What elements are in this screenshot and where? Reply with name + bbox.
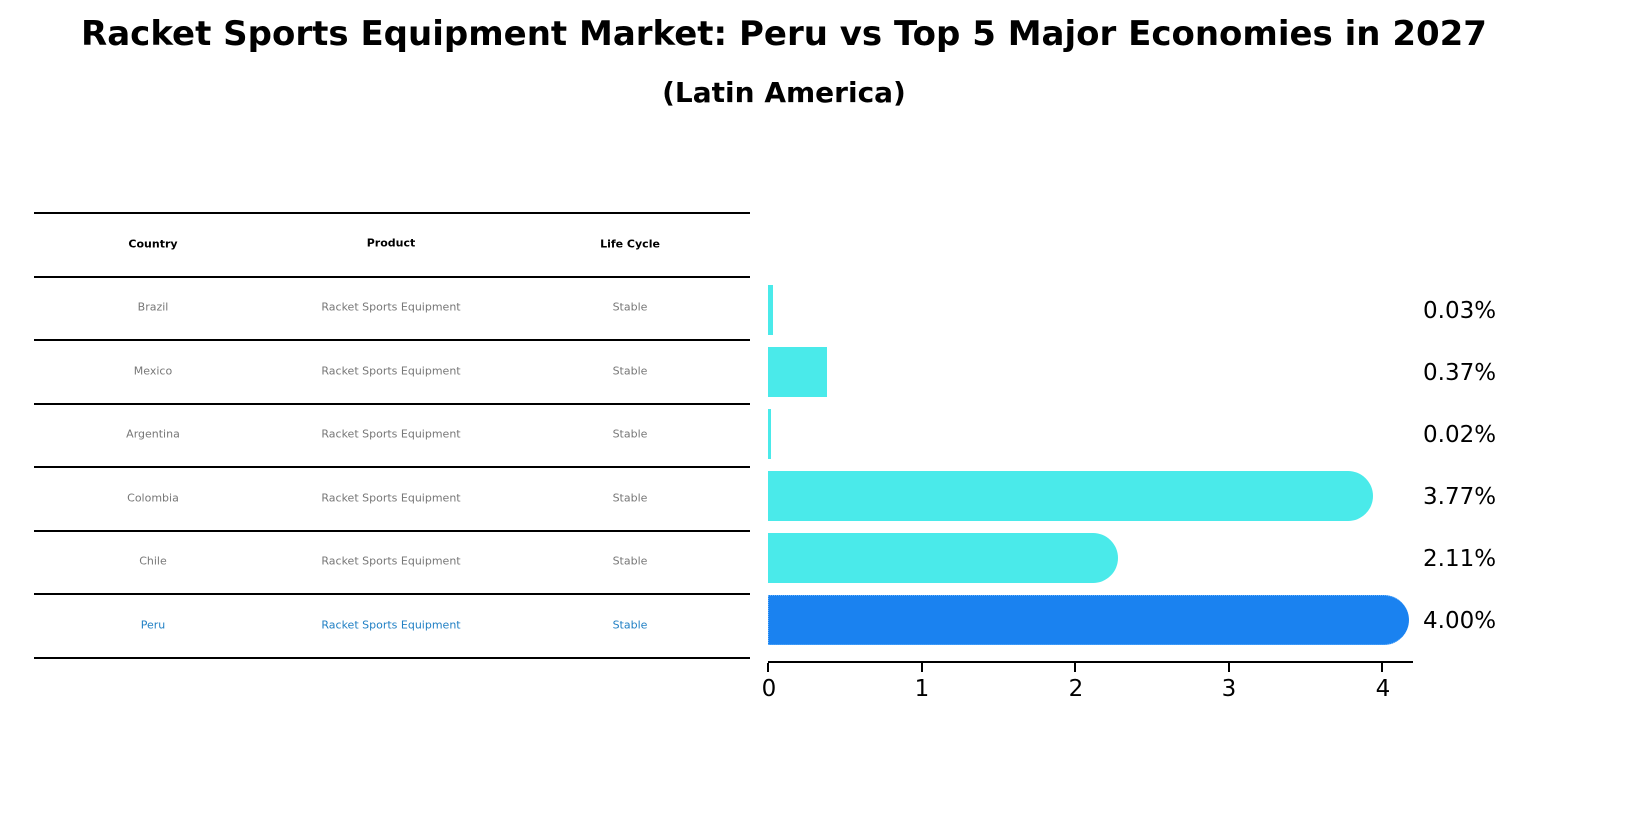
value-label: 0.37%	[1423, 360, 1497, 386]
bar-brazil	[768, 285, 773, 335]
cell-country: Chile	[139, 554, 167, 568]
chart-subtitle: (Latin America)	[662, 76, 906, 109]
cell-life-cycle: Stable	[612, 427, 648, 441]
bar-mexico	[768, 347, 827, 397]
cell-country: Brazil	[137, 300, 169, 314]
x-axis-line	[768, 661, 1413, 663]
table-rule	[34, 212, 750, 214]
x-tick	[1381, 663, 1383, 672]
value-label: 3.77%	[1423, 484, 1497, 510]
cell-country-highlight: Peru	[140, 618, 166, 632]
x-tick-label: 2	[1068, 676, 1084, 702]
header-life-cycle: Life Cycle	[600, 237, 660, 251]
value-label: 0.03%	[1423, 298, 1497, 324]
value-label: 2.11%	[1423, 546, 1497, 572]
cell-product: Racket Sports Equipment	[321, 491, 461, 505]
bar-chile	[768, 533, 1118, 583]
x-tick	[1228, 663, 1230, 672]
table-rule	[34, 466, 750, 468]
cell-product: Racket Sports Equipment	[321, 554, 461, 568]
value-label: 0.02%	[1423, 422, 1497, 448]
cell-life-cycle: Stable	[612, 300, 648, 314]
cell-country: Argentina	[126, 427, 180, 441]
x-tick-label: 4	[1375, 676, 1391, 702]
cell-product: Racket Sports Equipment	[321, 364, 461, 378]
cell-product: Racket Sports Equipment	[321, 427, 461, 441]
x-tick	[767, 663, 769, 672]
cell-life-cycle: Stable	[612, 364, 648, 378]
bar-argentina	[768, 409, 771, 459]
cell-life-cycle: Stable	[612, 491, 648, 505]
table-rule	[34, 530, 750, 532]
cell-life-cycle: Stable	[612, 554, 648, 568]
header-country: Country	[128, 237, 178, 251]
bar-peru-highlight	[768, 595, 1409, 645]
x-tick-label: 0	[761, 676, 777, 702]
header-product: Product	[366, 236, 416, 250]
table-rule	[34, 339, 750, 341]
x-tick	[1074, 663, 1076, 672]
bar-colombia	[768, 471, 1373, 521]
table-rule	[34, 403, 750, 405]
cell-country: Colombia	[127, 491, 179, 505]
table-rule	[34, 276, 750, 278]
x-tick-label: 3	[1221, 676, 1237, 702]
table-rule	[34, 657, 750, 659]
cell-life-cycle-highlight: Stable	[612, 618, 648, 632]
x-tick	[921, 663, 923, 672]
cell-product-highlight: Racket Sports Equipment	[321, 618, 461, 632]
x-tick-label: 1	[914, 676, 930, 702]
table-rule	[34, 593, 750, 595]
cell-product: Racket Sports Equipment	[321, 300, 461, 314]
chart-title: Racket Sports Equipment Market: Peru vs …	[81, 14, 1487, 54]
cell-country: Mexico	[133, 364, 173, 378]
value-label: 4.00%	[1423, 608, 1497, 634]
